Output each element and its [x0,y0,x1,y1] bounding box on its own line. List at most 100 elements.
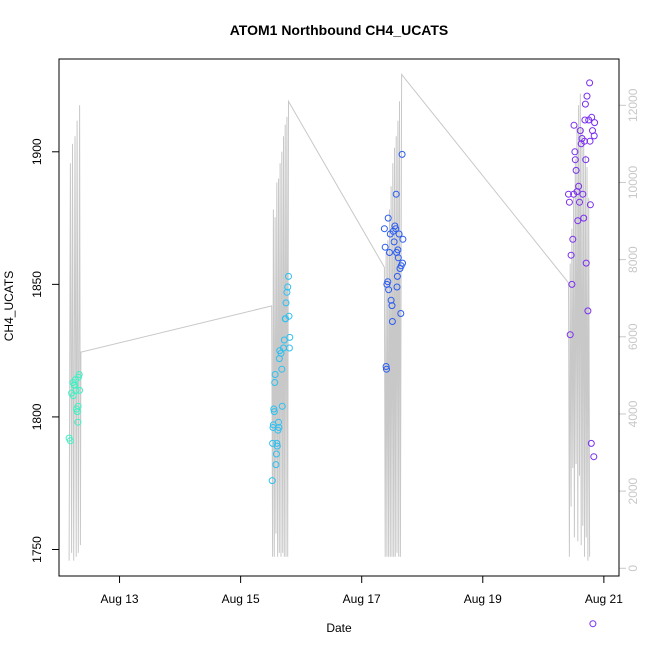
y-tick-label: 1750 [30,536,44,563]
x-tick-label: Aug 21 [585,592,623,606]
data-point-series-4 [580,214,588,222]
data-point-series-4 [591,119,599,127]
right-tick-label: 12000 [626,88,640,122]
data-point-series-3 [397,310,405,317]
data-point-series-2 [285,272,292,280]
data-point-series-4 [576,127,584,135]
altitude-profile [68,72,591,561]
data-point-series-4 [587,439,595,447]
data-point-series-3 [392,190,400,198]
plot-frame [58,58,620,577]
right-tick-label: 0 [626,565,640,572]
right-tick-label: 4000 [626,400,640,427]
data-point-series-4 [586,137,594,145]
data-point-series-2 [275,424,283,431]
x-tick-label: Aug 15 [222,592,260,606]
data-point-series-2 [280,336,288,344]
data-point-series-4 [582,156,590,164]
data-point-series-4 [571,148,579,156]
data-point-series-2 [271,371,279,378]
data-point-series-3 [390,238,398,246]
data-point-series-3 [385,286,393,294]
data-point-series-3 [388,302,396,310]
data-point-series-3 [394,246,402,254]
data-point-series-2 [273,442,281,450]
data-point-series-4 [568,280,576,288]
data-point-series-2 [282,315,290,323]
y-tick-label: 1900 [30,138,44,165]
data-point-series-1 [74,402,82,410]
data-point-series-3 [392,225,400,233]
y-tick-label: 1800 [30,403,44,430]
data-point-series-4 [579,190,587,198]
right-tick-label: 6000 [626,323,640,350]
data-point-series-1 [72,386,80,394]
data-point-series-3 [382,363,390,370]
right-tick-label: 2000 [626,477,640,504]
data-point-series-2 [278,365,286,373]
data-point-series-2 [271,379,279,386]
data-point-series-2 [272,461,280,469]
data-point-series-1 [74,418,82,426]
data-point-series-3 [394,254,402,262]
data-point-series-2 [282,299,290,307]
data-point-series-2 [283,288,291,296]
data-point-series-3 [384,214,392,222]
data-point-series-3 [383,365,390,373]
data-point-series-4 [586,201,594,209]
data-point-series-4 [565,190,572,198]
y-tick-label: 1850 [30,271,44,298]
right-tick-label: 10000 [626,165,640,199]
data-point-series-1 [73,408,81,416]
x-axis-label: Date [326,621,352,635]
data-point-series-4 [571,156,579,164]
data-point-series-2 [286,333,294,341]
data-point-series-2 [270,405,278,413]
data-point-series-3 [387,296,395,304]
data-point-series-3 [399,259,406,267]
data-point-series-3 [393,272,401,280]
data-point-series-2 [273,439,281,447]
altitude-line [68,72,591,561]
x-tick-label: Aug 13 [101,592,139,606]
data-point-series-4 [586,79,594,87]
data-point-series-4 [583,92,591,100]
x-tick-label: Aug 19 [464,592,502,606]
data-point-series-4 [584,307,592,315]
y-axis-label: CH4_UCATS [2,271,16,341]
data-point-series-4 [575,182,583,190]
chart-title: ATOM1 Northbound CH4_UCATS [230,22,449,38]
data-point-series-2 [270,408,278,416]
data-point-series-4 [569,235,577,243]
data-point-series-3 [399,235,407,243]
data-point-series-3 [398,150,406,158]
data-points [65,79,599,628]
data-point-series-4 [582,259,590,267]
data-point-series-2 [275,418,282,426]
data-point-series-4 [576,198,583,206]
data-point-series-4 [590,132,598,140]
right-tick-label: 8000 [626,246,640,273]
data-point-series-3 [380,225,388,233]
data-point-series-2 [278,402,286,410]
data-point-series-3 [386,249,393,256]
data-point-series-3 [395,230,403,238]
data-point-series-2 [268,477,276,485]
data-point-series-3 [393,283,401,291]
data-point-series-1 [76,386,84,394]
right-axis: 0 2000 4000 6000 8000 10000 12000 [618,88,640,572]
data-point-series-2 [285,344,293,352]
data-point-series-4 [588,113,596,121]
data-point-series-4 [572,166,580,174]
data-point-series-4 [566,331,574,339]
data-point-series-3 [384,278,392,286]
data-point-series-4 [581,116,589,124]
data-point-series-1 [75,371,83,378]
data-point-series-1 [69,392,77,400]
data-point-series-4 [590,453,598,461]
data-point-series-4 [574,217,582,225]
data-point-series-1 [66,437,74,445]
